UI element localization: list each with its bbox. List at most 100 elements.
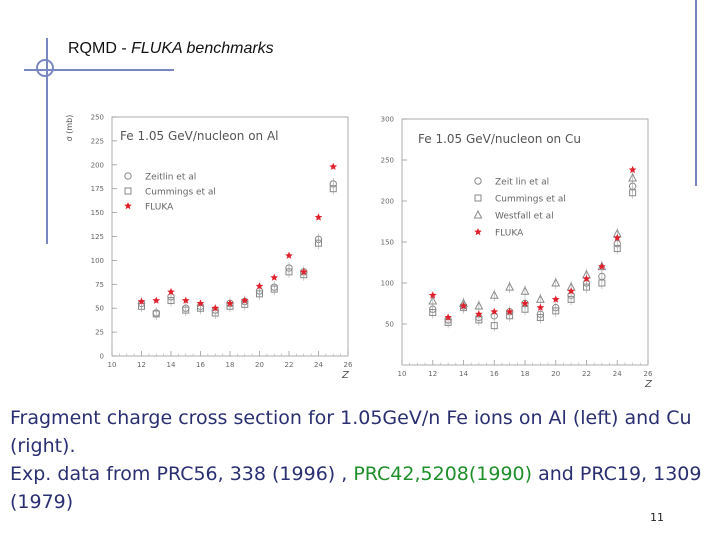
y-tick-label: 175 [91, 185, 104, 193]
y-tick-label: 250 [91, 114, 104, 122]
legend-label: Zeit lin et al [495, 178, 549, 188]
data-point-star [181, 296, 190, 304]
x-tick-label: 26 [344, 361, 353, 369]
caption-line-2: Exp. data from PRC56, 338 (1996) , PRC42… [10, 460, 710, 516]
data-point-star [444, 313, 452, 321]
chart-cu-group: 10 12 14 16 18 20 22 24 26 50 100 150 200 250 300 Fe 1.… [381, 116, 653, 391]
legend-marker-triangle [473, 209, 483, 219]
data-point-square [444, 318, 452, 326]
slide-caption: Fragment charge cross section for 1.05Ge… [10, 404, 710, 516]
data-point-star [211, 304, 220, 312]
data-point-square [256, 290, 263, 298]
data-point-triangle [628, 172, 638, 182]
data-point-star [582, 274, 591, 283]
y-tick-label: 100 [381, 280, 394, 288]
x-tick-label: 14 [459, 370, 468, 378]
data-point-square [429, 309, 437, 317]
title-main: RQMD - [68, 40, 132, 57]
y-tick-label: 150 [381, 239, 394, 247]
legend-label: Westfall et al [495, 212, 554, 222]
legend-label: Cummings et al [495, 195, 566, 205]
data-point-star [196, 299, 205, 307]
x-tick-label: 22 [582, 370, 591, 378]
slide-title: RQMD - FLUKA benchmarks [68, 38, 274, 58]
data-point-triangle [551, 277, 561, 287]
chart-title: Fe 1.05 GeV/nucleon on Al [120, 129, 279, 143]
y-tick-label: 250 [381, 157, 394, 165]
data-point-star [152, 296, 161, 304]
data-point-square [285, 268, 293, 276]
data-point-triangle [428, 295, 438, 305]
x-tick-label: 24 [613, 370, 622, 378]
data-point-star [567, 287, 575, 295]
data-point-star [226, 299, 234, 307]
data-point-star [521, 299, 529, 307]
data-point-star [255, 282, 264, 290]
x-tick-label: 14 [167, 361, 176, 369]
data-point-square [613, 245, 621, 253]
y-tick-label: 150 [91, 209, 104, 217]
data-point-square [552, 307, 560, 315]
y-tick-label: 50 [95, 305, 104, 313]
data-point-star [240, 296, 249, 304]
decor-horizontal-line [24, 69, 174, 71]
x-tick-label: 16 [490, 370, 499, 378]
legend-marker-circle [124, 172, 132, 180]
data-point-square [152, 310, 160, 318]
legend-marker-circle [474, 177, 482, 185]
decor-vertical-line [46, 38, 48, 244]
data-point-square [567, 295, 575, 303]
data-point-triangle [489, 290, 499, 299]
data-point-triangle [474, 300, 484, 310]
legend-label: Zeitlin et al [145, 173, 196, 183]
legend-label: Cummings et al [145, 188, 216, 198]
page-number: 11 [650, 511, 664, 524]
y-tick-label: 225 [91, 137, 104, 145]
data-point-triangle [535, 294, 545, 303]
data-point-square [329, 185, 337, 193]
decor-circle [36, 59, 54, 77]
y-tick-label: 200 [91, 161, 104, 169]
legend-label: FLUKA [495, 229, 524, 239]
data-point-star [299, 267, 308, 276]
data-point-square [490, 322, 498, 330]
data-point-square [315, 239, 322, 247]
data-point-star [137, 297, 146, 305]
data-point-square [536, 313, 544, 321]
y-tick-label: 75 [95, 281, 104, 289]
chart-title: Fe 1.05 GeV/nucleon on Cu [418, 132, 581, 146]
data-point-triangle [520, 286, 530, 295]
x-axis-label: Z [341, 370, 350, 381]
decor-right-line [695, 0, 697, 186]
data-point-star [314, 213, 323, 221]
y-tick-label: 0 [100, 353, 104, 361]
data-point-star [598, 262, 606, 270]
data-point-square [270, 285, 278, 293]
caption-line-1: Fragment charge cross section for 1.05Ge… [10, 407, 692, 457]
data-point-square [629, 189, 637, 197]
data-point-square [598, 279, 606, 287]
data-point-star [475, 310, 483, 318]
data-point-star [270, 273, 279, 281]
y-tick-label: 50 [385, 321, 394, 329]
data-point-star [628, 165, 637, 174]
caption-refs-pre: Exp. data from PRC56, 338 (1996) , [10, 463, 354, 485]
data-point-star [285, 251, 293, 259]
data-point-star [536, 303, 545, 311]
x-tick-label: 24 [314, 361, 323, 369]
x-tick-label: 26 [644, 370, 653, 378]
x-tick-label: 20 [255, 361, 264, 369]
legend-label: FLUKA [145, 203, 174, 213]
y-tick-label: 300 [381, 116, 394, 124]
caption-refs-green: PRC42,5208(1990) [353, 463, 533, 485]
legend-marker-square [124, 187, 132, 195]
x-tick-label: 12 [137, 361, 146, 369]
x-tick-label: 22 [285, 361, 294, 369]
x-tick-label: 18 [521, 370, 530, 378]
x-tick-label: 12 [428, 370, 437, 378]
data-point-star [551, 295, 560, 303]
data-point-star [459, 302, 468, 310]
y-axis-label: σ (mb) [65, 115, 74, 142]
data-point-star [428, 291, 437, 299]
